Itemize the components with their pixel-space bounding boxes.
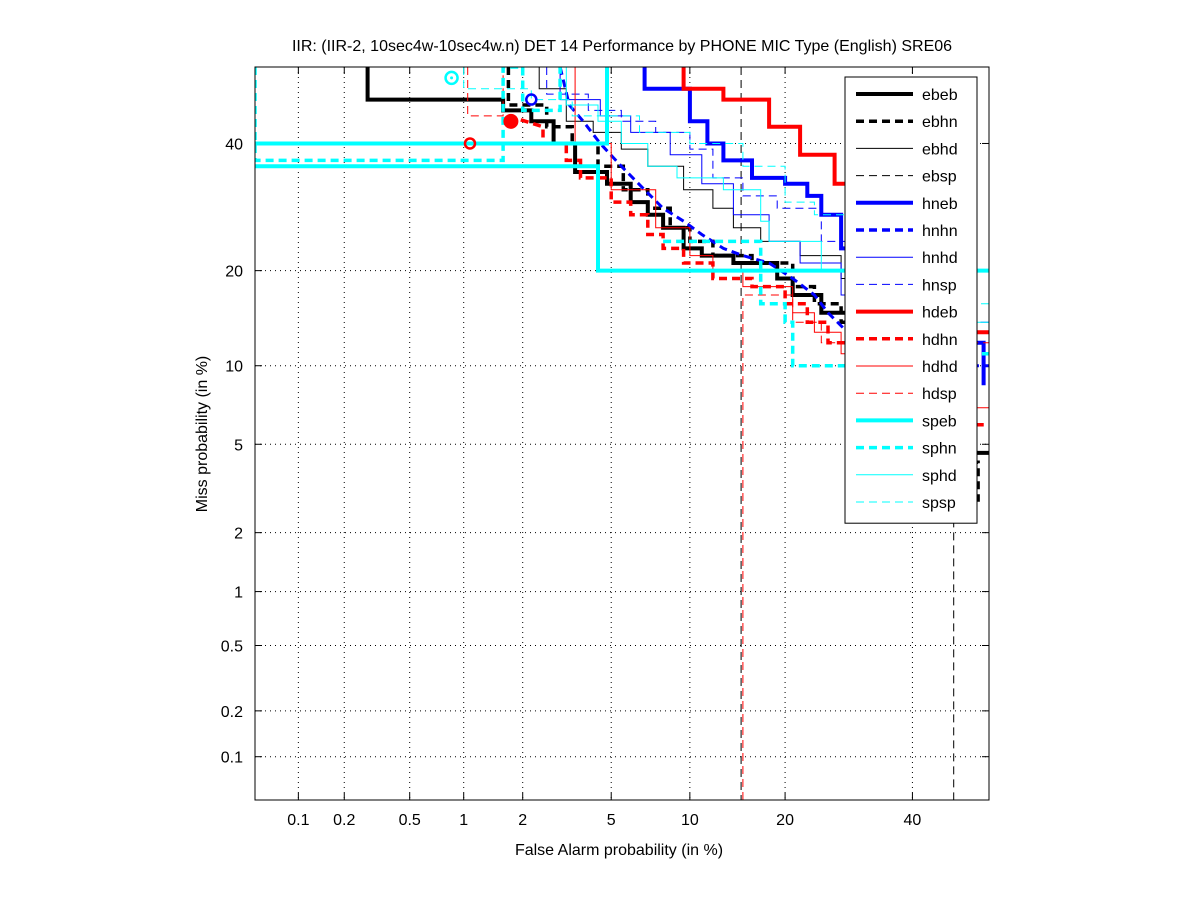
series-sphn: [255, 67, 562, 163]
legend-label-speb: speb: [922, 413, 957, 430]
y-tick-labels: 0.1 0.2 0.5 1 2 5 10 20 40: [221, 136, 243, 766]
legend-label-hnhn: hnhn: [922, 223, 958, 240]
x-tick-label: 10: [681, 812, 699, 829]
legend-label-hdhn: hdhn: [922, 332, 958, 349]
legend-label-sphn: sphn: [922, 441, 957, 458]
legend-label-ebsp: ebsp: [922, 169, 957, 186]
y-tick-label: 40: [225, 136, 243, 153]
marker-hdeb: [503, 113, 519, 129]
y-axis-label: Miss probability (in %): [194, 356, 211, 512]
x-tick-label: 5: [607, 812, 616, 829]
y-tick-label: 0.5: [221, 639, 243, 656]
legend-label-hnsp: hnsp: [922, 277, 957, 294]
legend: ebeb ebhn ebhd ebsp hneb hnhn hnhd hnsp hdeb hdhn…: [844, 76, 978, 524]
series-sphd: [565, 67, 989, 323]
legend-label-sphd: sphd: [922, 468, 957, 485]
legend-label-hnhd: hnhd: [922, 250, 958, 267]
y-tick-label: 10: [225, 359, 243, 376]
chart-title: IIR: (IIR-2, 10sec4w-10sec4w.n) DET 14 P…: [292, 38, 952, 55]
legend-label-hdeb: hdeb: [922, 305, 958, 322]
marker-hdsp: [463, 137, 477, 150]
legend-label-ebhn: ebhn: [922, 114, 958, 131]
y-tick-label: 0.1: [221, 750, 243, 767]
plot-area-frame: [254, 66, 990, 801]
series-speb: [255, 164, 989, 273]
x-tick-label: 0.1: [287, 812, 309, 829]
marker-dot-speb: [450, 76, 454, 80]
legend-label-spsp: spsp: [922, 495, 956, 512]
series-hnhn: [558, 67, 989, 368]
legend-label-hneb: hneb: [922, 196, 958, 213]
y-tick-label: 1: [234, 585, 243, 602]
legend-label-hdsp: hdsp: [922, 386, 957, 403]
legend-label-hdhd: hdhd: [922, 359, 958, 376]
x-axis-label: False Alarm probability (in %): [515, 842, 723, 859]
x-tick-label: 0.2: [333, 812, 355, 829]
series-hdsp-b: [742, 294, 989, 800]
grid: [255, 67, 989, 800]
x-tick-label: 40: [904, 812, 922, 829]
x-tick-labels: 0.1 0.2 0.5 1 2 5 10 20 40: [287, 812, 921, 829]
y-tick-label: 0.2: [221, 704, 243, 721]
y-tick-label: 2: [234, 526, 243, 543]
marker-layer: [444, 70, 538, 150]
x-tick-label: 1: [459, 812, 468, 829]
y-tick-label: 20: [225, 264, 243, 281]
legend-label-ebhd: ebhd: [922, 141, 958, 158]
y-tick-label: 5: [234, 437, 243, 454]
series-speb-b: [255, 67, 609, 146]
x-tick-label: 20: [776, 812, 794, 829]
legend-label-ebeb: ebeb: [922, 87, 958, 104]
x-tick-label: 2: [518, 812, 527, 829]
marker-speb: [444, 70, 459, 86]
marker-hnsp: [525, 93, 538, 106]
x-tick-label: 0.5: [399, 812, 421, 829]
